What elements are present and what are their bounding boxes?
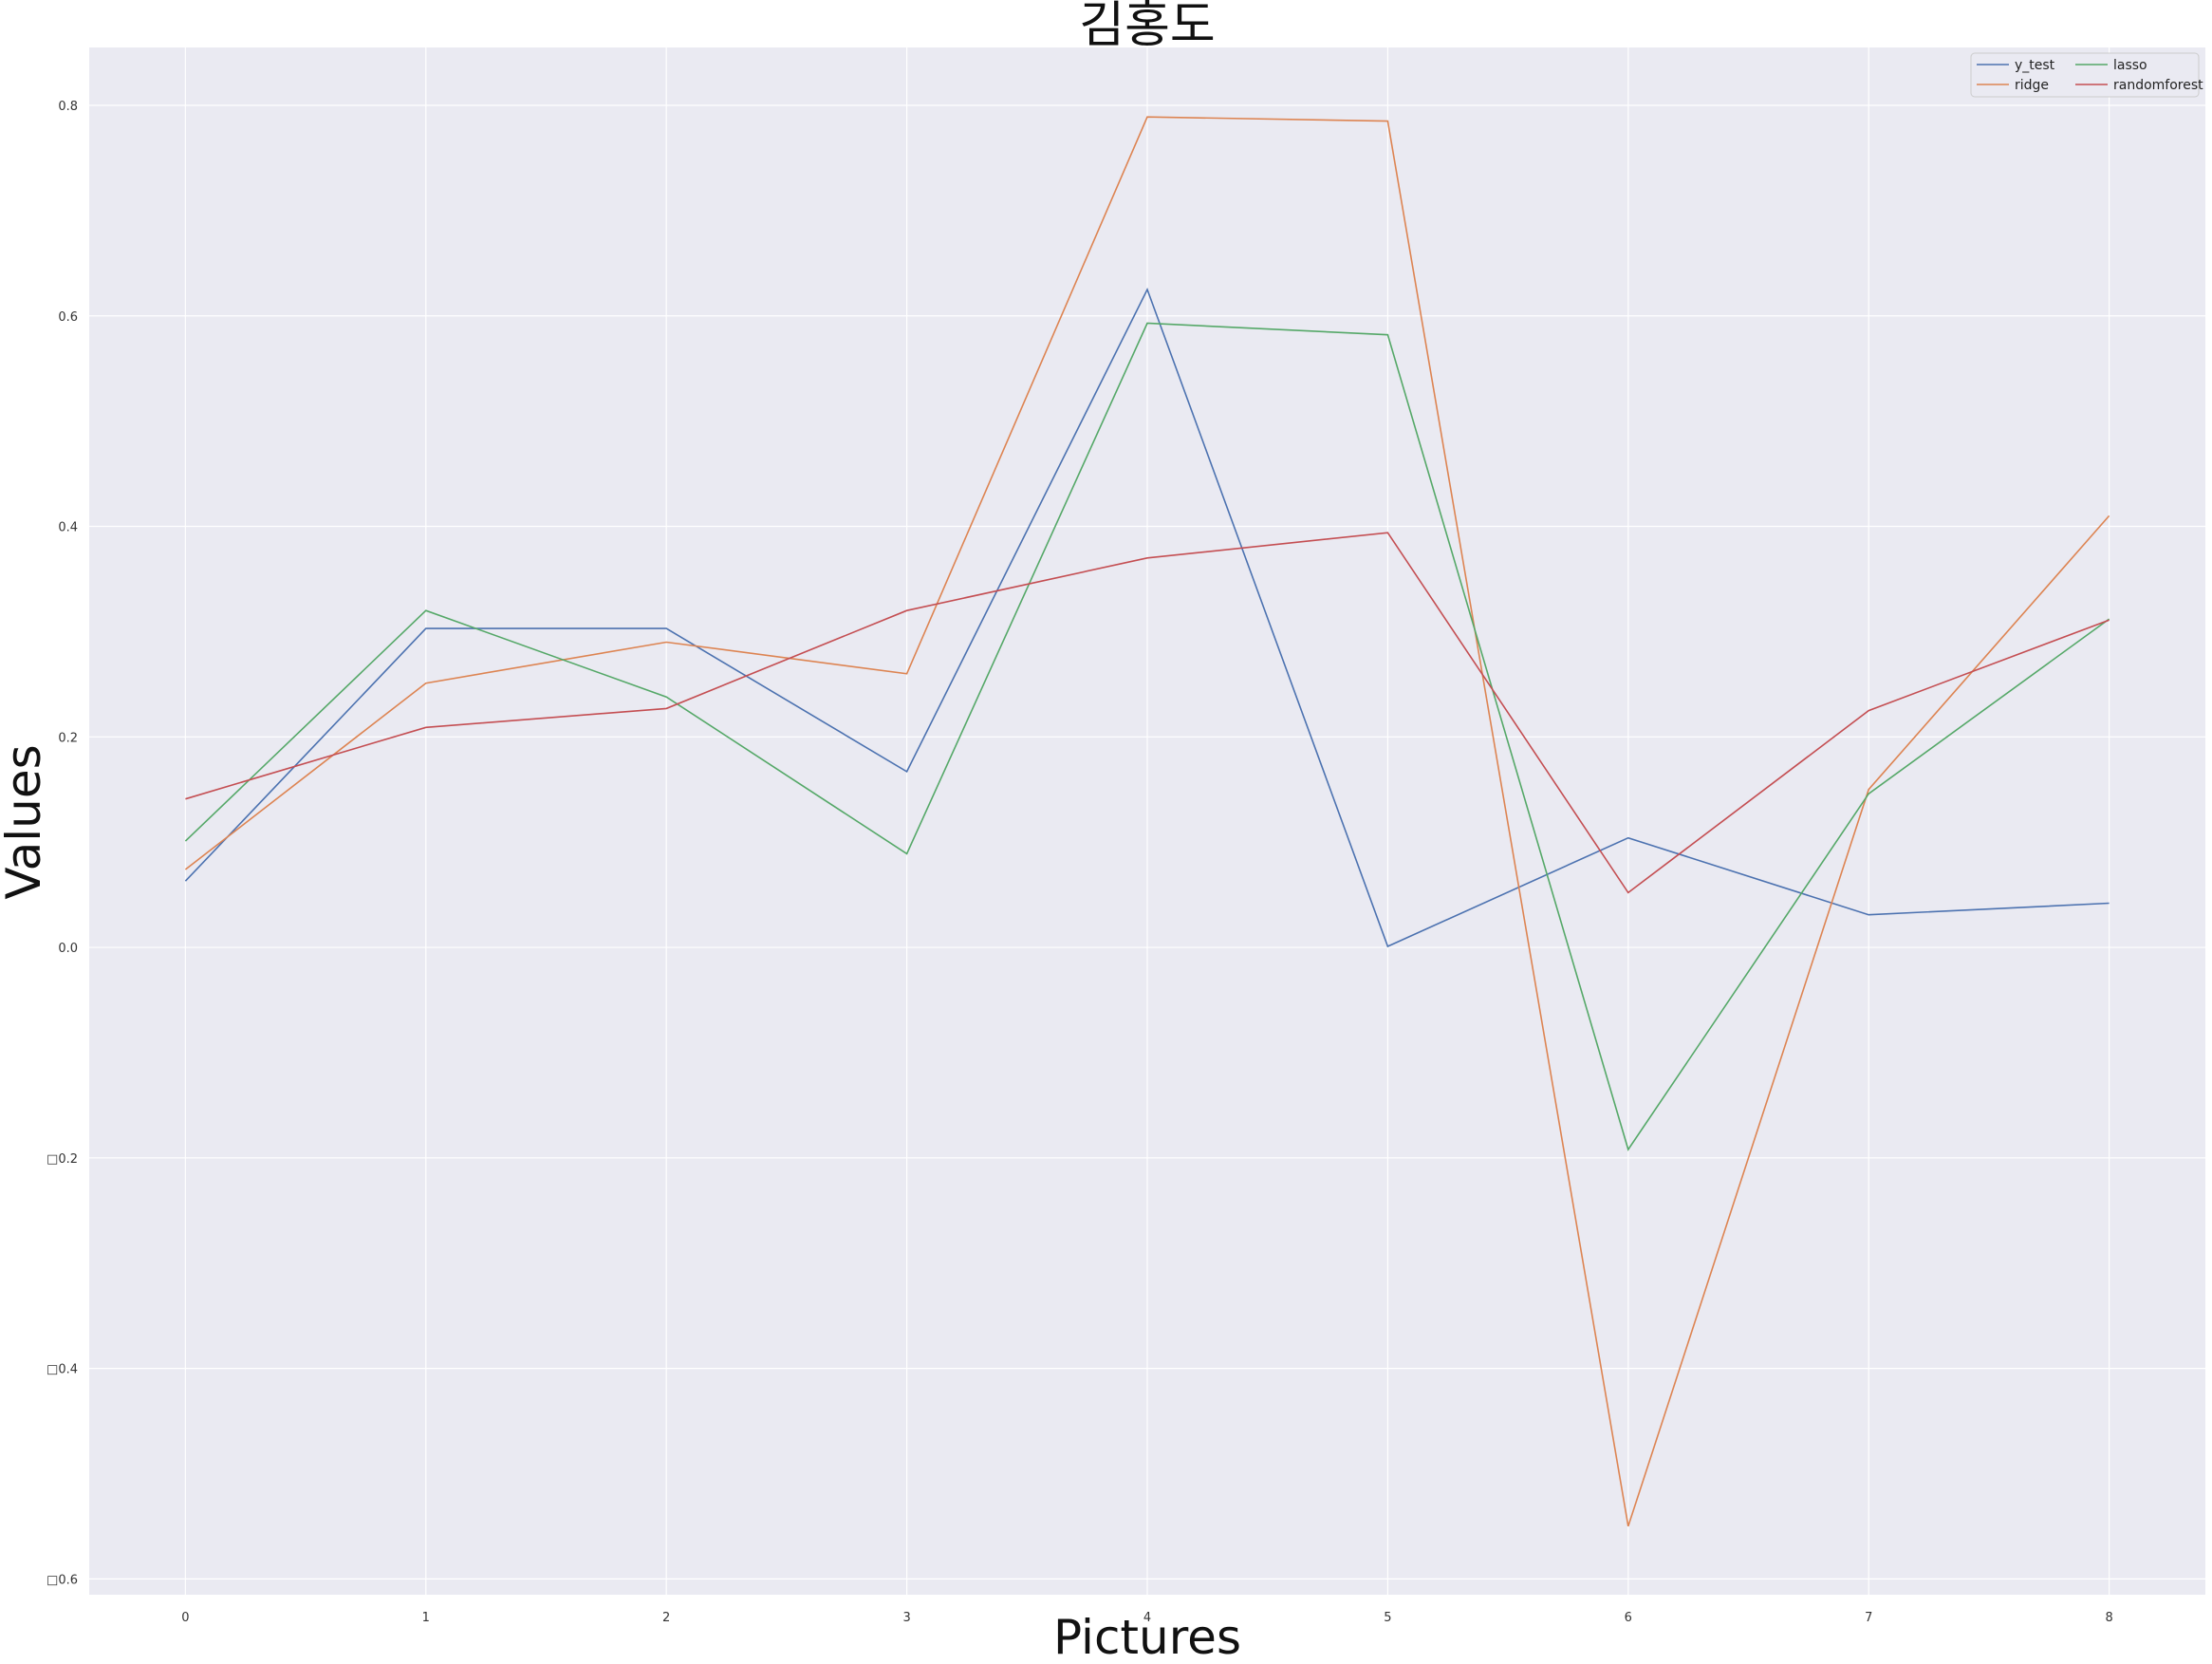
- x-tick-label: 3: [902, 1611, 910, 1625]
- y-tick-label: 0.0: [58, 942, 78, 956]
- x-tick-label: 6: [1625, 1611, 1632, 1625]
- series-lines: [184, 116, 2110, 1527]
- grid-lines: [89, 47, 2205, 1595]
- x-tick-label: 1: [422, 1611, 430, 1625]
- y-axis-label: Values: [0, 744, 51, 899]
- series-line-randomforest: [185, 532, 2110, 894]
- y-tick-label: □0.2: [46, 1152, 78, 1167]
- x-axis-label: Pictures: [1053, 1610, 1241, 1664]
- legend-label-ridge: ridge: [2015, 78, 2049, 93]
- y-tick-label: 0.6: [58, 310, 78, 325]
- legend-box: [1970, 52, 2200, 98]
- legend-label-lasso: lasso: [2113, 58, 2147, 73]
- y-tick-labels: □0.6 □0.4 □0.2 0.0 0.2 0.4 0.6 0.8: [46, 100, 78, 1587]
- x-tick-label: 5: [1384, 1611, 1391, 1625]
- y-tick-label: □0.4: [46, 1363, 78, 1377]
- x-tick-labels: 0 1 2 3 4 5 6 7 8: [181, 1611, 2113, 1625]
- series-line-y_test: [184, 287, 2110, 948]
- y-tick-label: 0.4: [58, 521, 78, 535]
- x-tick-label: 8: [2105, 1611, 2112, 1625]
- x-tick-label: 0: [181, 1611, 189, 1625]
- chart-title: 김홍도: [1079, 0, 1216, 54]
- legend-label-y_test: y_test: [2015, 58, 2055, 73]
- series-line-lasso: [184, 322, 2110, 1151]
- x-tick-label: 2: [662, 1611, 670, 1625]
- series-line-ridge: [184, 116, 2110, 1527]
- x-tick-label: 7: [1865, 1611, 1872, 1625]
- legend-label-randomforest: randomforest: [2113, 78, 2203, 93]
- y-tick-label: □0.6: [46, 1573, 78, 1587]
- y-tick-label: 0.8: [58, 100, 78, 114]
- x-tick-label: 4: [1143, 1611, 1151, 1625]
- y-tick-label: 0.2: [58, 731, 78, 745]
